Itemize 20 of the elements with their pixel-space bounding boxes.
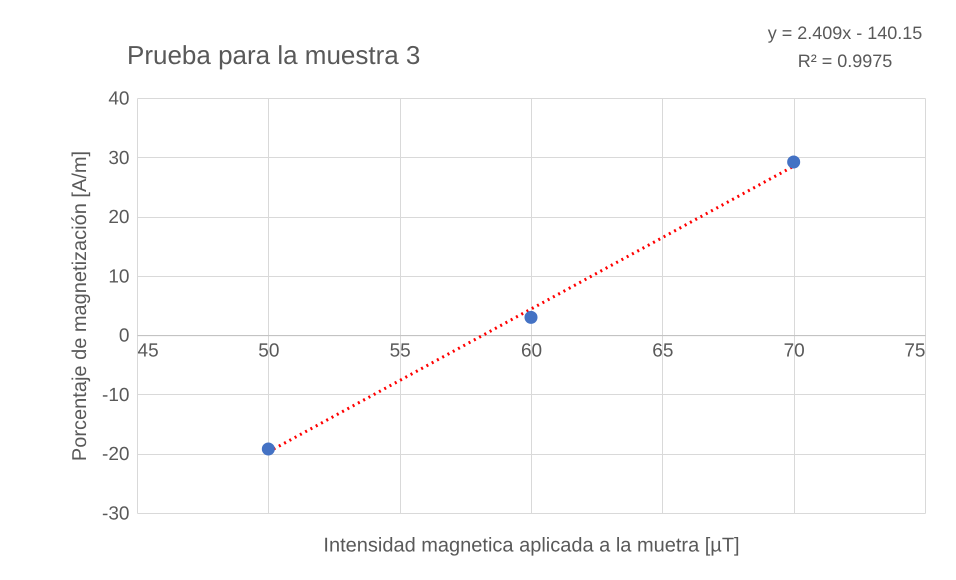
y-tick-label: -10 <box>102 384 130 406</box>
x-tick-label: 70 <box>784 340 805 362</box>
x-tick-label: 65 <box>652 340 674 362</box>
text: R² = 0.9975 <box>798 51 892 71</box>
y-axis-title: Porcentaje de magnetización [A/m] <box>69 150 92 462</box>
x-tick-label: 55 <box>390 340 411 362</box>
text: y = 2.409x - 140.15 <box>768 23 922 43</box>
y-tick-label: 0 <box>118 326 130 347</box>
x-tick-label: 75 <box>904 340 926 362</box>
x-tick-label: 45 <box>138 340 159 362</box>
y-tick-label: 10 <box>108 266 130 288</box>
chart-title: Prueba para la muestra 3 <box>127 40 420 70</box>
x-axis-title: Intensidad magnetica aplicada a la muetra [µT] <box>323 534 740 556</box>
y-tick-label: 30 <box>108 148 130 169</box>
y-tick-label: -30 <box>102 504 130 524</box>
y-tick-label: 40 <box>108 88 130 110</box>
y-tick-label: 20 <box>108 207 130 228</box>
y-tick-label: -20 <box>102 444 130 466</box>
x-tick-label: 60 <box>520 340 542 362</box>
x-tick-label: 50 <box>258 340 280 362</box>
